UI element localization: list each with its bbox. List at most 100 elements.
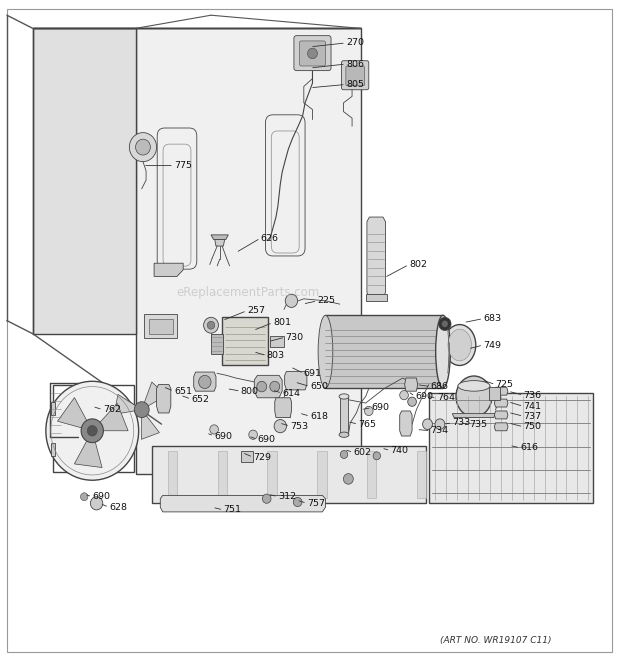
- Text: 614: 614: [282, 389, 300, 398]
- Polygon shape: [222, 317, 268, 365]
- Circle shape: [81, 492, 88, 500]
- Polygon shape: [154, 263, 183, 276]
- Ellipse shape: [436, 315, 450, 388]
- Polygon shape: [270, 336, 284, 347]
- Polygon shape: [429, 393, 593, 503]
- Text: 735: 735: [469, 420, 488, 429]
- Polygon shape: [58, 397, 92, 431]
- Polygon shape: [241, 451, 253, 463]
- Polygon shape: [193, 372, 216, 391]
- Circle shape: [270, 381, 280, 392]
- Text: 257: 257: [247, 306, 265, 315]
- Text: 750: 750: [523, 422, 541, 432]
- Circle shape: [135, 402, 149, 418]
- Polygon shape: [157, 385, 171, 413]
- Circle shape: [293, 497, 302, 506]
- Circle shape: [285, 294, 298, 307]
- Text: (ART NO. WR19107 C11): (ART NO. WR19107 C11): [440, 636, 551, 645]
- Text: eReplacementParts.com: eReplacementParts.com: [177, 286, 320, 299]
- Polygon shape: [141, 410, 159, 440]
- Circle shape: [257, 381, 267, 392]
- Ellipse shape: [444, 325, 476, 366]
- Circle shape: [136, 139, 151, 155]
- Polygon shape: [168, 451, 177, 498]
- Text: 736: 736: [523, 391, 541, 400]
- Circle shape: [308, 48, 317, 59]
- Text: 616: 616: [520, 444, 538, 452]
- Text: 628: 628: [109, 503, 127, 512]
- Text: 737: 737: [523, 412, 541, 421]
- Text: 626: 626: [260, 233, 278, 243]
- Circle shape: [203, 317, 218, 333]
- Text: 734: 734: [431, 426, 449, 435]
- Text: 741: 741: [523, 402, 541, 411]
- Polygon shape: [144, 314, 177, 338]
- Polygon shape: [494, 411, 508, 419]
- Polygon shape: [153, 446, 427, 503]
- Polygon shape: [215, 239, 224, 246]
- Polygon shape: [136, 28, 361, 475]
- Polygon shape: [417, 451, 427, 498]
- Text: 803: 803: [267, 351, 285, 360]
- Polygon shape: [149, 319, 172, 334]
- Polygon shape: [317, 451, 327, 498]
- Polygon shape: [340, 397, 348, 435]
- Text: 618: 618: [310, 412, 328, 421]
- Text: 651: 651: [174, 387, 192, 396]
- Circle shape: [130, 133, 157, 162]
- Text: 650: 650: [310, 382, 328, 391]
- Polygon shape: [51, 402, 55, 415]
- Text: 749: 749: [483, 340, 501, 350]
- FancyBboxPatch shape: [294, 36, 331, 71]
- Text: 800: 800: [241, 387, 259, 396]
- FancyBboxPatch shape: [342, 61, 369, 90]
- Text: 690: 690: [372, 403, 390, 412]
- Polygon shape: [367, 217, 386, 299]
- Ellipse shape: [458, 381, 490, 391]
- Text: 740: 740: [391, 446, 409, 455]
- Text: 762: 762: [103, 405, 121, 414]
- FancyBboxPatch shape: [346, 66, 365, 86]
- Ellipse shape: [456, 376, 492, 417]
- Text: 683: 683: [483, 314, 502, 323]
- Text: 729: 729: [253, 453, 271, 461]
- Circle shape: [207, 321, 215, 329]
- Polygon shape: [494, 423, 508, 431]
- Circle shape: [198, 375, 211, 389]
- Text: 725: 725: [495, 380, 513, 389]
- Circle shape: [81, 419, 104, 443]
- Polygon shape: [51, 443, 55, 456]
- Polygon shape: [366, 294, 387, 301]
- Text: 730: 730: [285, 332, 303, 342]
- Polygon shape: [400, 411, 412, 436]
- Circle shape: [400, 391, 409, 400]
- Circle shape: [210, 425, 218, 434]
- FancyBboxPatch shape: [299, 41, 326, 66]
- Polygon shape: [275, 398, 291, 418]
- Circle shape: [91, 496, 103, 510]
- Polygon shape: [494, 399, 508, 407]
- Text: 602: 602: [353, 448, 371, 457]
- Circle shape: [274, 420, 286, 433]
- Circle shape: [365, 407, 373, 416]
- Text: 805: 805: [346, 80, 364, 89]
- Polygon shape: [254, 375, 282, 398]
- Circle shape: [373, 452, 381, 460]
- Text: 312: 312: [278, 492, 296, 501]
- Text: 652: 652: [191, 395, 209, 404]
- Text: 764: 764: [437, 393, 455, 403]
- Circle shape: [408, 397, 417, 407]
- Polygon shape: [267, 451, 277, 498]
- Ellipse shape: [448, 329, 471, 361]
- Polygon shape: [405, 378, 418, 391]
- Circle shape: [87, 426, 97, 436]
- Polygon shape: [33, 28, 136, 334]
- Circle shape: [340, 451, 348, 459]
- Polygon shape: [218, 451, 227, 498]
- Polygon shape: [161, 495, 326, 512]
- Ellipse shape: [318, 315, 333, 388]
- Text: 225: 225: [317, 296, 335, 305]
- Ellipse shape: [339, 432, 349, 438]
- Text: 751: 751: [223, 506, 241, 514]
- Circle shape: [46, 381, 139, 481]
